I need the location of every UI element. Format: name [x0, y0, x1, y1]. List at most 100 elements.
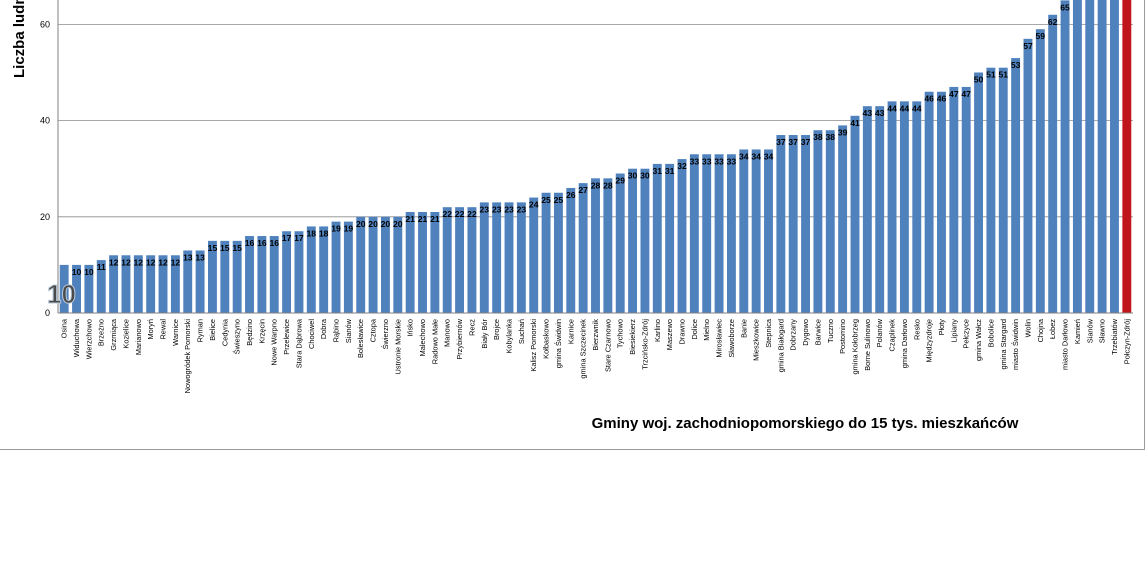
- bar-73: [961, 86, 971, 314]
- bar-10: [183, 250, 193, 313]
- x-tick-label: Czaplinek: [888, 319, 897, 352]
- bar-86: [1122, 0, 1132, 313]
- bar-76: [998, 67, 1008, 313]
- bar-60: [801, 135, 811, 313]
- chart-frame: 0 20 40 60 10 10 11 12 12 12 12 12 12 13 13 15 15 15 16 16…: [0, 0, 1145, 450]
- data-label: 12: [109, 257, 119, 267]
- y-tick-label: 20: [40, 212, 50, 222]
- bar-27: [393, 216, 403, 313]
- bar-38: [529, 197, 539, 313]
- x-tick-label: Stare Czarnowo: [603, 319, 612, 372]
- data-label: 25: [541, 195, 551, 205]
- bar-36: [504, 202, 514, 313]
- data-label: 38: [813, 132, 823, 142]
- bar-12: [208, 240, 217, 313]
- bar-31: [442, 207, 452, 313]
- x-tick-label: Sławoborze: [727, 319, 736, 358]
- data-label: 34: [764, 151, 774, 161]
- x-tick-label: Sianów: [1085, 318, 1094, 343]
- x-tick-label: Stepnica: [764, 318, 773, 348]
- bar-24: [356, 216, 366, 313]
- data-label: 44: [912, 103, 922, 113]
- bar-26: [380, 216, 390, 313]
- bar-9: [170, 255, 180, 313]
- bar-28: [405, 211, 415, 313]
- x-tick-label: Kamień: [1073, 319, 1082, 344]
- data-label: 20: [368, 219, 378, 229]
- bar-67: [887, 101, 897, 313]
- data-label: 18: [307, 228, 317, 238]
- data-label: 38: [825, 132, 835, 142]
- data-label: 28: [591, 180, 601, 190]
- x-tick-label: Bobolice: [986, 319, 995, 347]
- data-label: 29: [615, 176, 625, 186]
- bar-74: [974, 72, 983, 313]
- bar-2: [84, 264, 94, 313]
- x-tick-label: Dobrzany: [789, 319, 798, 351]
- x-tick-label: Bierzwnik: [591, 319, 600, 351]
- x-tick-label: Marianowo: [134, 319, 143, 355]
- bar-35: [492, 202, 502, 313]
- data-label: 19: [331, 224, 341, 234]
- x-tick-label: Mielno: [702, 319, 711, 341]
- bar-53: [714, 154, 724, 313]
- x-tick-label: Cedynia: [220, 318, 229, 346]
- bar-58: [776, 135, 786, 313]
- bar-19: [294, 231, 304, 313]
- bar-68: [899, 101, 909, 313]
- bar-22: [331, 221, 341, 313]
- x-tick-label: gmina Stargard: [999, 319, 1008, 370]
- bar-34: [479, 202, 489, 313]
- x-tick-label: Biesiekierz: [628, 319, 637, 355]
- x-tick-label: Borne Sulinowo: [863, 319, 872, 371]
- data-label: 30: [640, 171, 650, 181]
- data-label: 17: [282, 233, 292, 243]
- x-tick-label: Międzyzdroje: [925, 319, 934, 363]
- data-label: 44: [887, 103, 897, 113]
- bar-41: [566, 187, 576, 313]
- data-label: 23: [504, 204, 514, 214]
- bar-39: [541, 192, 551, 313]
- y-axis-title: Liczba ludno: [11, 0, 28, 78]
- x-tick-label: Karlino: [653, 319, 662, 342]
- x-tick-label: Tuczno: [826, 319, 835, 343]
- x-tick-label: Wolin: [1023, 319, 1032, 337]
- y-tick-label: 0: [45, 308, 50, 318]
- data-label: 39: [838, 127, 848, 137]
- bar-61: [813, 130, 823, 313]
- data-label: 15: [208, 243, 218, 253]
- bar-54: [726, 154, 736, 313]
- x-tick-label: Przybiernów: [455, 318, 464, 359]
- x-tick-label: Kobylanka: [505, 318, 514, 353]
- x-tick-label: Bielice: [208, 319, 217, 341]
- bar-80: [1048, 14, 1058, 314]
- x-tick-label: Manowo: [443, 319, 452, 347]
- x-tick-label: Rąbino: [332, 319, 341, 342]
- data-label: 16: [269, 238, 279, 248]
- x-tick-label: Rewal: [159, 319, 168, 340]
- bar-49: [665, 163, 675, 313]
- x-tick-label: Pełczyce: [962, 319, 971, 349]
- x-tick-label: Trzcińsko-Zdrój: [640, 319, 649, 370]
- x-tick-label: Ryman: [196, 319, 205, 342]
- y-tick-label: 60: [40, 19, 50, 29]
- bar-57: [764, 149, 773, 313]
- x-tick-label: miasto Darłowo: [1061, 319, 1070, 370]
- x-tick-label: Widuchowa: [72, 318, 81, 357]
- y-tick-label: 40: [40, 116, 50, 126]
- x-tick-label: Brojce: [492, 319, 501, 340]
- bar-21: [319, 226, 329, 313]
- data-label: 37: [788, 137, 798, 147]
- x-tick-label: Brzeżno: [97, 319, 106, 346]
- x-tick-label: Resko: [912, 319, 921, 340]
- bar-46: [628, 168, 638, 313]
- bar-33: [467, 207, 477, 313]
- data-label: 24: [529, 200, 539, 210]
- x-tick-label: Przelewice: [282, 319, 291, 355]
- x-tick-label: Ińsko: [406, 319, 415, 337]
- x-tick-label: Lipiany: [949, 319, 958, 343]
- data-label: 20: [381, 219, 391, 229]
- x-tick-label: Moryń: [146, 319, 155, 340]
- x-tick-label: Krzęcin: [257, 319, 266, 344]
